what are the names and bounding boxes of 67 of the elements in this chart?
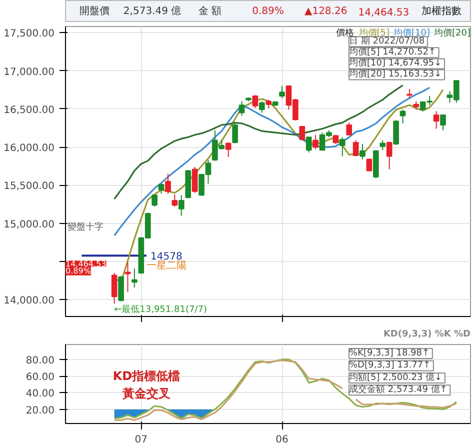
- text: ▲128.26: [304, 6, 348, 17]
- annotation: 黃金交叉: [122, 386, 170, 400]
- candlestick: [433, 110, 440, 130]
- line-series: [114, 86, 430, 236]
- candlestick: [306, 136, 312, 153]
- candlestick: [346, 122, 352, 136]
- candlestick: [158, 183, 164, 194]
- annotation: KD指標低檔: [112, 369, 180, 384]
- chart-title: KD(9,3,3) %K %D: [383, 330, 471, 340]
- text: 開盤價: [79, 5, 110, 17]
- y-tick-label: 80.00: [26, 355, 55, 366]
- candlestick: [339, 136, 346, 157]
- candlestick: [252, 94, 258, 109]
- candlestick: [225, 142, 232, 158]
- y-tick-label: 40.00: [26, 388, 55, 400]
- y-tick-label: 17,000.00: [4, 66, 55, 78]
- annotation: ←最低13,951.81(7/7): [114, 304, 207, 316]
- candlestick: [232, 122, 238, 144]
- candlestick: [118, 276, 124, 302]
- legend-title: 價格: [336, 28, 354, 38]
- candlestick: [124, 262, 131, 293]
- y-tick-label: 16,000.00: [4, 143, 55, 154]
- text: 均價[20]: [433, 28, 471, 38]
- candlestick: [192, 166, 198, 194]
- text: 均價[10]: [392, 28, 430, 38]
- candlestick: [393, 120, 399, 146]
- candlestick: [152, 194, 158, 208]
- text: 14,464.53: [66, 260, 106, 269]
- text: 14,464.53: [358, 8, 410, 18]
- candlestick: [178, 194, 184, 216]
- y-tick-label: 60.00: [26, 372, 55, 384]
- y-tick-label: 17,500.00: [4, 28, 55, 40]
- text: 金 額: [198, 5, 222, 17]
- candlestick: [352, 140, 359, 157]
- candlestick: [406, 88, 412, 99]
- candlestick: [132, 268, 138, 288]
- candlestick: [440, 114, 446, 131]
- candlestick: [312, 134, 318, 150]
- candlestick: [172, 194, 178, 208]
- candlestick: [386, 141, 392, 170]
- annotation: %K[9,3,3] 18.98↑: [349, 348, 430, 358]
- x-tick-label: 07: [134, 434, 148, 445]
- line-series: [114, 84, 404, 200]
- candlestick: [111, 272, 118, 304]
- annotation: 一星二陽: [146, 260, 186, 272]
- candlestick: [238, 100, 245, 116]
- candlestick: [299, 126, 306, 141]
- text: 0.89%: [66, 266, 92, 276]
- y-tick-label: 16,500.00: [4, 104, 55, 116]
- text: 2,573.49 億: [123, 5, 182, 17]
- text: 變盤十字: [68, 221, 104, 232]
- candlestick: [165, 173, 171, 194]
- y-tick-label: 15,000.00: [4, 219, 55, 230]
- x-tick-label: 06: [276, 434, 288, 445]
- candlestick: [366, 158, 372, 172]
- candlestick: [380, 140, 386, 151]
- candlestick: [279, 86, 285, 99]
- y-tick-label: 15,500.00: [4, 181, 55, 192]
- annotation: 日 期 2022/07/08: [349, 36, 425, 47]
- chart-title: 加權指數: [422, 5, 462, 17]
- y-tick-label: 20.00: [26, 405, 55, 416]
- text: 0.89%: [252, 6, 284, 17]
- candlestick: [400, 109, 406, 124]
- candlestick: [360, 144, 366, 160]
- y-tick-label: 14,000.00: [4, 296, 55, 307]
- annotation: %D[9,3,3] 13.77↑: [349, 360, 431, 371]
- candlestick: [258, 100, 265, 114]
